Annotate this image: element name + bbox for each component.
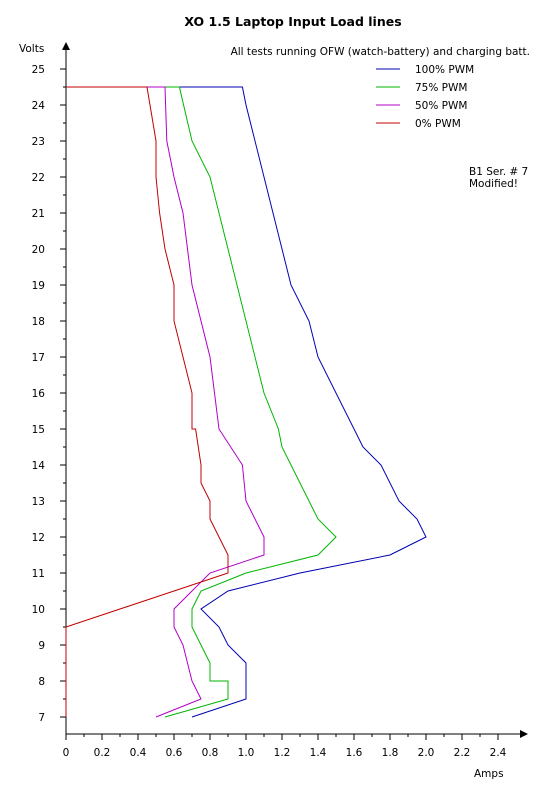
y-axis-ticks: 7 8 9 10 11 12 13 14 15 16 17 18 19 20 21 22 23 24 25 [32, 64, 66, 724]
x-axis-label: Amps [474, 768, 504, 780]
y-tick-label: 22 [32, 172, 45, 184]
x-tick-label: 1.0 [238, 747, 255, 759]
y-tick-label: 25 [32, 64, 45, 76]
y-tick-label: 9 [38, 640, 45, 652]
y-tick-label: 10 [32, 604, 45, 616]
y-tick-label: 24 [32, 100, 46, 112]
y-tick-label: 8 [38, 676, 45, 688]
series-line-2 [147, 86, 337, 718]
x-tick-label: 1.2 [274, 747, 291, 759]
axes [62, 42, 528, 738]
y-tick-label: 11 [32, 568, 45, 580]
legend-label: 75% PWM [415, 82, 467, 94]
y-axis-arrow-icon [62, 42, 70, 50]
x-tick-label: 1.6 [346, 747, 363, 759]
x-tick-label: 2.2 [454, 747, 471, 759]
x-axis-arrow-icon [520, 730, 528, 738]
chart-title: XO 1.5 Laptop Input Load lines [184, 14, 401, 29]
x-tick-label: 0.4 [130, 747, 147, 759]
x-tick-label: 0.2 [94, 747, 111, 759]
y-tick-label: 20 [32, 244, 45, 256]
legend-label: 0% PWM [415, 118, 461, 130]
series-line-4 [65, 86, 229, 717]
note-line-2: Modified! [469, 178, 518, 190]
y-tick-label: 7 [38, 712, 45, 724]
y-axis-label: Volts [19, 43, 44, 55]
x-tick-label: 0 [63, 747, 70, 759]
y-tick-label: 19 [32, 280, 45, 292]
y-tick-label: 14 [32, 460, 46, 472]
series-line-1 [147, 86, 427, 718]
legend-label: 50% PWM [415, 100, 467, 112]
note-line-1: B1 Ser. # 7 [469, 166, 528, 178]
legend-label: 100% PWM [415, 64, 474, 76]
x-tick-label: 1.8 [382, 747, 399, 759]
y-tick-label: 12 [32, 532, 45, 544]
x-tick-label: 0.6 [166, 747, 183, 759]
legend: 100% PWM 75% PWM 50% PWM 0% PWM [376, 64, 474, 130]
y-tick-label: 15 [32, 424, 45, 436]
y-tick-label: 17 [32, 352, 45, 364]
plot-area [65, 86, 427, 718]
x-tick-label: 1.4 [310, 747, 327, 759]
y-tick-label: 21 [32, 208, 45, 220]
x-tick-label: 2.4 [490, 747, 507, 759]
x-axis-ticks: 0 0.2 0.4 0.6 0.8 1.0 1.2 1.4 1.6 1.8 2.0 2.2 2.4 [63, 734, 507, 759]
series-line-3 [147, 86, 265, 718]
chart-subtitle: All tests running OFW (watch-battery) an… [231, 46, 530, 58]
y-tick-label: 23 [32, 136, 45, 148]
x-tick-label: 0.8 [202, 747, 219, 759]
y-tick-label: 16 [32, 388, 46, 400]
y-tick-label: 18 [32, 316, 45, 328]
x-tick-label: 2.0 [418, 747, 435, 759]
y-tick-label: 13 [32, 496, 45, 508]
